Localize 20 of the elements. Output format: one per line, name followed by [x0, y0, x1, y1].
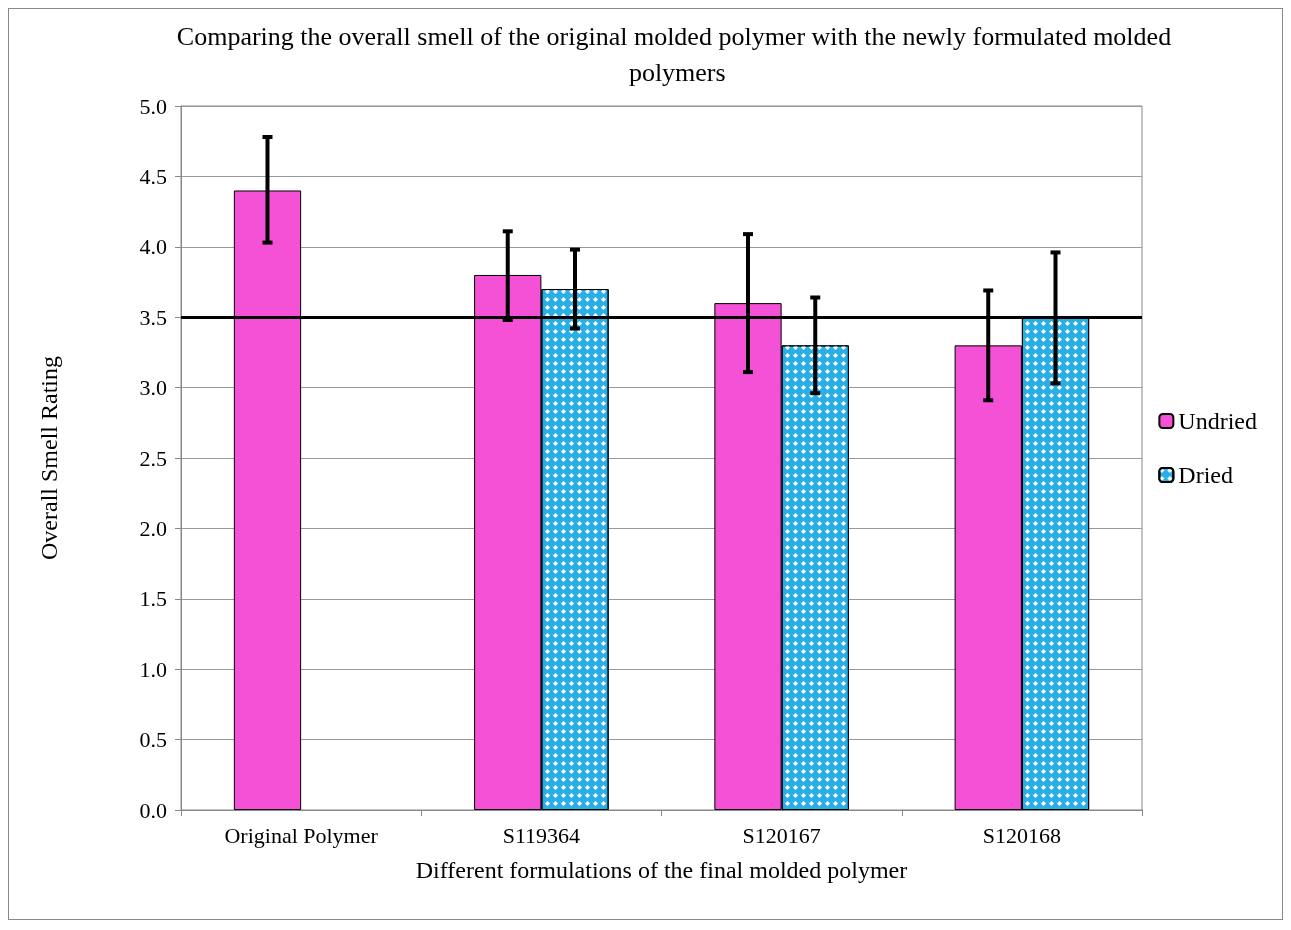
x-tick-label: S119364	[502, 822, 581, 848]
y-tick-label: 3.5	[139, 304, 167, 330]
y-tick-label: 0.0	[139, 797, 167, 823]
y-tick-label: 5.0	[139, 93, 167, 119]
x-tick-label: S120167	[742, 822, 821, 848]
y-tick-label: 1.0	[139, 656, 167, 682]
y-tick-label: 2.0	[139, 515, 167, 541]
y-tick-label: 3.0	[139, 375, 167, 401]
legend-label: Undried	[1178, 408, 1258, 434]
legend-label: Dried	[1178, 462, 1234, 488]
y-axis-title: Overall Smell Rating	[36, 356, 62, 560]
y-tick-label: 4.0	[139, 234, 167, 260]
chart-title: Comparing the overall smell of the original molded polymer with the newly formulated molded polymers	[176, 21, 1172, 87]
x-tick-label: S120168	[982, 822, 1061, 848]
y-tick-label: 4.5	[139, 163, 167, 189]
x-tick-label: Original Polymer	[224, 822, 379, 848]
x-axis-title: Different formulations of the final molded polymer	[415, 857, 908, 883]
y-tick-label: 2.5	[139, 445, 167, 471]
y-tick-label: 1.5	[139, 586, 167, 612]
y-tick-label: 0.5	[139, 727, 167, 753]
